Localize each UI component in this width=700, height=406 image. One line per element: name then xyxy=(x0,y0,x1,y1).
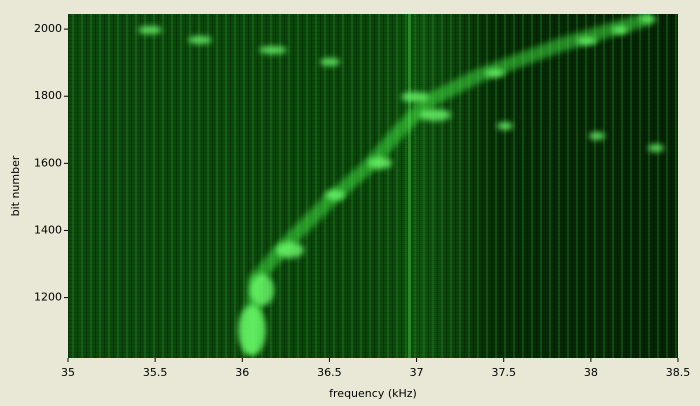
y-tick-label: 2000 xyxy=(34,22,62,35)
y-tick-label: 1800 xyxy=(34,89,62,102)
y-tick-label: 1200 xyxy=(34,291,62,304)
x-tick-label: 38.5 xyxy=(666,366,691,379)
x-tick-label: 37.5 xyxy=(491,366,516,379)
x-tick-label: 38 xyxy=(584,366,598,379)
y-tick-label: 1600 xyxy=(34,156,62,169)
x-axis-label: frequency (kHz) xyxy=(329,387,417,400)
spectrogram xyxy=(68,14,678,358)
x-tick-label: 36.5 xyxy=(317,366,342,379)
x-tick-label: 35.5 xyxy=(143,366,168,379)
x-tick-label: 35 xyxy=(61,366,75,379)
x-tick-label: 36 xyxy=(235,366,249,379)
x-tick-label: 37 xyxy=(410,366,424,379)
y-axis-label: bit number xyxy=(9,155,22,216)
y-tick-label: 1400 xyxy=(34,223,62,236)
